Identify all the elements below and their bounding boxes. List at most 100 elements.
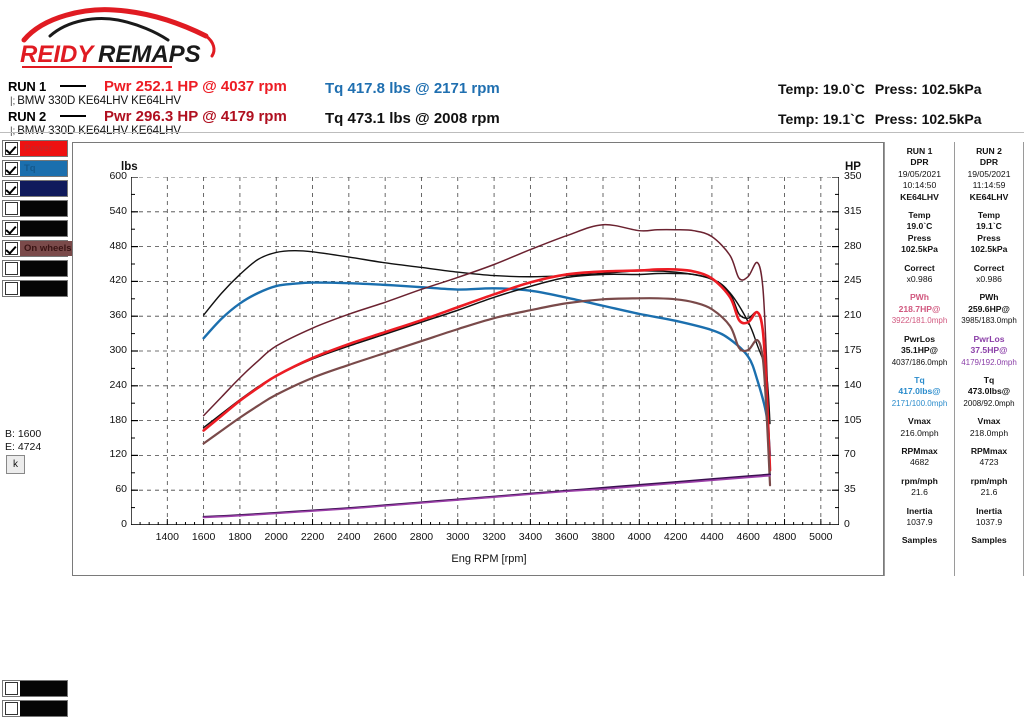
series-color-swatch — [20, 201, 67, 216]
run-time: 10:14:50 — [902, 180, 937, 191]
plot-area[interactable] — [131, 177, 839, 525]
checkbox-icon[interactable] — [5, 242, 18, 255]
spacer — [955, 368, 1023, 375]
k-button[interactable]: k — [6, 455, 25, 474]
inertia-label: Inertia — [976, 505, 1002, 516]
series-toggle-extra-0[interactable] — [2, 680, 68, 697]
rpmmax-label: RPMmax — [901, 445, 938, 456]
range-end: E: 4724 — [5, 441, 42, 453]
temp-label: Temp — [977, 210, 1001, 221]
svg-text:REMAPS: REMAPS — [98, 41, 201, 68]
rpmmph-label: rpm/mph — [970, 475, 1008, 486]
rpmmph-label: rpm/mph — [901, 475, 938, 486]
run1-tag: RUN 1 — [8, 78, 47, 94]
pwrlos-at: 4179/192.0mph — [961, 357, 1017, 367]
tq-at: 2171/100.0mph — [891, 398, 948, 408]
pwh-at: 3922/181.0mph — [891, 316, 948, 326]
pwrlos-value: 35.1HP@ — [900, 345, 939, 356]
checkbox-icon[interactable] — [5, 282, 18, 295]
y-axis-tick-label: 600 — [109, 170, 127, 182]
x-axis-tick-label: 3800 — [591, 531, 615, 543]
checkbox-icon[interactable] — [5, 142, 18, 155]
temp-value: 19.0`C — [906, 221, 933, 232]
spacer — [955, 327, 1023, 334]
checkbox-icon[interactable] — [5, 262, 18, 275]
run1-torque-value: Tq 417.8 lbs @ 2171 rpm — [325, 80, 500, 97]
series-label: Tq — [24, 163, 36, 174]
pwrlos-label: PwrLos — [903, 333, 936, 344]
series-line-5 — [202, 297, 772, 487]
x-axis-tick-label: 1600 — [191, 531, 216, 543]
series-line-0 — [202, 249, 771, 425]
series-toggle-extra-1[interactable] — [2, 700, 68, 717]
series-toggle-5[interactable]: On wheels — [2, 240, 72, 257]
spacer — [955, 439, 1023, 446]
series-toggle-1[interactable]: Tq — [2, 160, 68, 177]
y2-axis-tick-label: 0 — [844, 518, 850, 530]
y-axis-tick-label: 240 — [109, 378, 127, 391]
vmax-value: 216.0mph — [900, 427, 939, 438]
series-label: Power — [24, 143, 53, 154]
inertia-value: 1037.9 — [975, 516, 1003, 527]
series-color-swatch — [20, 701, 67, 716]
series-color-swatch — [20, 261, 67, 276]
x-axis-tick-label: 2400 — [337, 531, 361, 543]
checkbox-icon[interactable] — [5, 182, 18, 195]
spacer — [955, 499, 1023, 506]
run-date: 19/05/2021 — [897, 168, 941, 179]
x-axis-tick-label: 4000 — [627, 531, 651, 543]
run-mode: DPR — [979, 157, 999, 168]
rpmmax-value: 4682 — [909, 457, 930, 468]
run-date: 19/05/2021 — [967, 168, 1011, 179]
samples-label: Samples — [971, 535, 1007, 546]
header-divider — [0, 132, 1024, 133]
y-axis-tick-label: 180 — [109, 413, 127, 426]
tq-value: 417.0lbs@ — [898, 386, 941, 397]
series-toggle-0[interactable]: Power — [2, 140, 68, 157]
series-label: On wheels — [24, 243, 72, 254]
y-axis-tick-label: 120 — [109, 448, 127, 461]
run2-power-value: Pwr 296.3 HP @ 4179 rpm — [104, 107, 287, 125]
press-value: 102.5kPa — [970, 244, 1008, 255]
series-toggle-4[interactable] — [2, 220, 68, 237]
spacer — [885, 203, 954, 210]
spacer — [955, 528, 1023, 535]
series-toggle-6[interactable] — [2, 260, 68, 277]
checkbox-icon[interactable] — [5, 682, 18, 695]
spacer — [885, 327, 954, 334]
run1-summary: RUN 1 Pwr 252.1 HP @ 4037 rpm |; BMW 330D… — [8, 78, 287, 108]
range-readout: B: 1600 E: 4724 — [5, 428, 41, 454]
y-axis-tick-label: 360 — [109, 309, 127, 322]
vmax-value: 218.0mph — [969, 427, 1009, 438]
checkbox-icon[interactable] — [5, 162, 18, 175]
series-color-swatch — [20, 281, 67, 296]
run-details-column-1: RUN 1 DPR 19/05/2021 10:14:50 KE64LHV Temp 19.… — [884, 142, 954, 576]
y2-axis-tick-label: 210 — [844, 309, 862, 322]
x-axis-tick-label: 1800 — [228, 531, 252, 543]
series-toggle-7[interactable] — [2, 280, 68, 297]
series-toggle-3[interactable] — [2, 200, 68, 217]
spacer — [885, 285, 954, 292]
dyno-chart: lbs HP 0 60 120 180 240 300 360 420 480 540 600 0 35… — [72, 142, 884, 576]
series-toggle-2[interactable] — [2, 180, 68, 197]
run-registration: KE64LHV — [969, 191, 1009, 202]
y2-axis-unit-label: HP — [845, 161, 861, 173]
pwh-label: PWh — [979, 292, 999, 303]
checkbox-icon[interactable] — [5, 702, 18, 715]
x-axis-tick-label: 4200 — [663, 531, 688, 543]
tq-label: Tq — [983, 374, 995, 385]
y2-axis-tick-label: 105 — [844, 413, 862, 426]
x-axis-tick-label: 3200 — [482, 531, 506, 543]
x-axis-tick-label: 2800 — [409, 531, 434, 543]
vmax-label: Vmax — [977, 416, 1001, 427]
series-line-2 — [202, 223, 771, 467]
y-axis-unit-label: lbs — [121, 161, 138, 173]
vmax-label: Vmax — [908, 416, 931, 427]
y2-axis-tick-label: 280 — [844, 239, 862, 252]
run2-torque-value: Tq 473.1 lbs @ 2008 rpm — [325, 110, 500, 127]
correct-value: x0.986 — [906, 274, 933, 285]
checkbox-icon[interactable] — [5, 202, 18, 215]
checkbox-icon[interactable] — [5, 222, 18, 235]
series-toggle-list: Power Tq On wheels — [0, 140, 72, 297]
series-line-3 — [202, 272, 771, 475]
